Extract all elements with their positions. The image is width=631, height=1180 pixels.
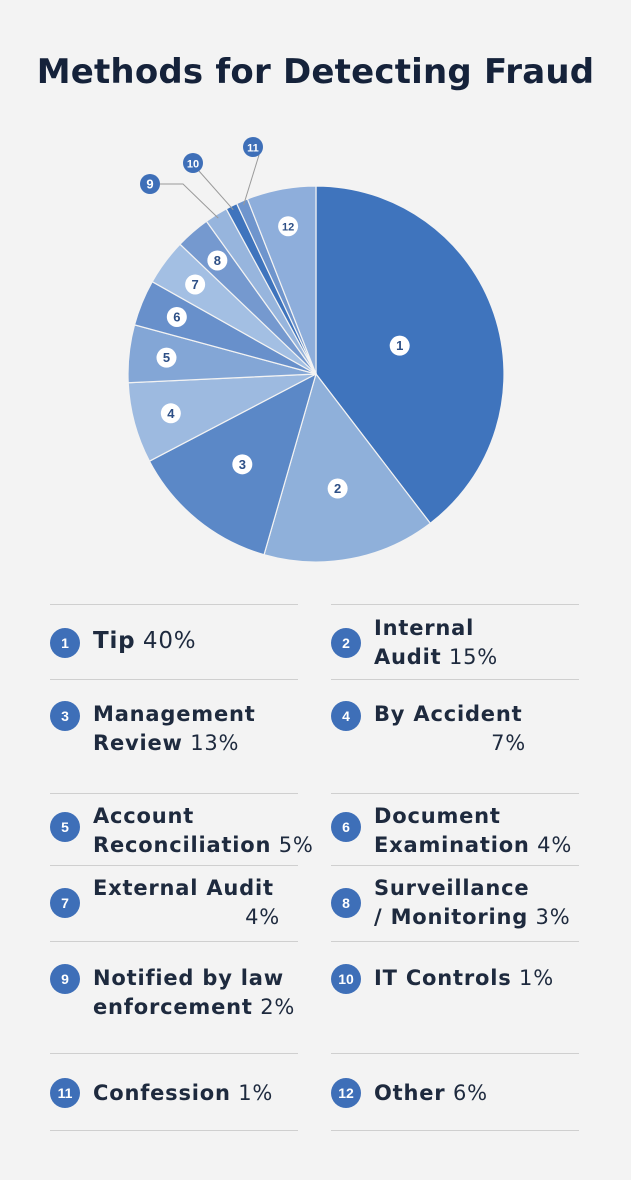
legend-item-by-accident: 4 By Accident 7% bbox=[331, 679, 579, 794]
pie-slice-2 bbox=[263, 372, 432, 563]
chart-title: Methods for Detecting Fraud bbox=[36, 52, 595, 92]
legend-percent: 7% bbox=[491, 731, 526, 755]
slice-label-11: 11 bbox=[247, 143, 259, 155]
slice-marker-3 bbox=[232, 454, 253, 475]
legend-label: Management bbox=[93, 702, 256, 726]
legend-percent: 3% bbox=[535, 905, 571, 929]
legend-item-internal-audit: 2 Internal Audit 15% bbox=[331, 604, 579, 680]
leader-line-9 bbox=[160, 183, 219, 219]
legend-label-line2: Audit bbox=[374, 645, 442, 669]
slice-label-4: 4 bbox=[167, 406, 175, 421]
legend-number-badge: 5 bbox=[50, 812, 80, 842]
slice-marker-9 bbox=[140, 174, 160, 194]
legend-number-badge: 11 bbox=[50, 1078, 80, 1108]
legend-item-document-examination: 6 Document Examination 4% bbox=[331, 793, 579, 866]
legend-item-account-reconciliation: 5 Account Reconciliation 5% bbox=[50, 793, 313, 866]
slice-label-6: 6 bbox=[173, 309, 180, 324]
legend-label: Account bbox=[93, 804, 195, 828]
slice-marker-7 bbox=[185, 274, 206, 295]
legend-item-other: 12 Other 6% bbox=[331, 1053, 579, 1131]
legend-item-tip: 1 Tip 40% bbox=[50, 604, 298, 680]
slice-label-10: 10 bbox=[187, 159, 199, 171]
legend-label: Document bbox=[374, 804, 501, 828]
legend-label: Confession bbox=[93, 1081, 231, 1105]
legend-label: Other bbox=[374, 1081, 446, 1105]
legend-percent: 40% bbox=[142, 628, 197, 654]
leader-lines bbox=[160, 154, 260, 219]
legend-percent: 13% bbox=[190, 731, 240, 755]
legend-item-external-audit: 7 External Audit 4% bbox=[50, 865, 298, 942]
legend-item-management-review: 3 Management Review 13% bbox=[50, 679, 298, 794]
slice-label-12: 12 bbox=[282, 222, 294, 234]
pie-slice-1 bbox=[315, 185, 505, 525]
legend-label: Tip bbox=[93, 628, 136, 654]
slice-marker-12 bbox=[278, 216, 299, 237]
legend-percent: 15% bbox=[448, 645, 499, 669]
legend-label-line2: Review bbox=[93, 731, 183, 755]
legend-label-line2: enforcement bbox=[93, 995, 253, 1019]
legend-label: Surveillance bbox=[374, 876, 530, 900]
legend-label-line2: Reconciliation bbox=[93, 833, 272, 857]
legend-label-line2: Examination bbox=[374, 833, 530, 857]
legend-label-line2: / Monitoring bbox=[374, 905, 529, 929]
legend-percent: 4% bbox=[537, 833, 573, 857]
legend-number-badge: 10 bbox=[331, 964, 361, 994]
leader-line-11 bbox=[243, 154, 260, 205]
legend-percent: 1% bbox=[519, 966, 554, 990]
slice-marker-5 bbox=[156, 347, 177, 368]
slice-marker-4 bbox=[160, 403, 181, 424]
slice-label-2: 2 bbox=[334, 481, 341, 496]
slice-label-7: 7 bbox=[192, 277, 199, 292]
legend-label: Internal bbox=[374, 616, 475, 640]
legend-percent: 5% bbox=[278, 833, 314, 857]
legend-number-badge: 4 bbox=[331, 701, 361, 731]
slice-marker-8 bbox=[207, 250, 228, 271]
legend-item-surveillance-monitoring: 8 Surveillance / Monitoring 3% bbox=[331, 865, 579, 942]
legend-label: Notified by law bbox=[93, 966, 284, 990]
slice-marker-1 bbox=[389, 335, 410, 356]
legend-number-badge: 7 bbox=[50, 888, 80, 918]
slice-label-5: 5 bbox=[163, 350, 170, 365]
slice-marker-10 bbox=[183, 153, 203, 173]
slice-marker-11 bbox=[243, 137, 263, 157]
pie-slice-12 bbox=[246, 185, 317, 375]
legend-number-badge: 8 bbox=[331, 888, 361, 918]
legend-percent: 4% bbox=[245, 905, 280, 929]
legend-item-confession: 11 Confession 1% bbox=[50, 1053, 298, 1131]
legend-number-badge: 12 bbox=[331, 1078, 361, 1108]
legend-label: IT Controls bbox=[374, 966, 512, 990]
legend-percent: 6% bbox=[452, 1081, 488, 1105]
legend-percent: 1% bbox=[238, 1081, 274, 1105]
legend-number-badge: 3 bbox=[50, 701, 80, 731]
slice-label-8: 8 bbox=[214, 253, 221, 268]
legend-number-badge: 9 bbox=[50, 964, 80, 994]
slice-label-3: 3 bbox=[239, 457, 246, 472]
legend-percent: 2% bbox=[260, 995, 296, 1019]
legend-number-badge: 2 bbox=[331, 628, 361, 658]
slice-label-1: 1 bbox=[396, 338, 403, 353]
legend-label: External Audit bbox=[93, 876, 274, 900]
legend-item-it-controls: 10 IT Controls 1% bbox=[331, 941, 579, 1054]
legend-number-badge: 6 bbox=[331, 812, 361, 842]
legend-item-notified-by-law-enforcement: 9 Notified by law enforcement 2% bbox=[50, 941, 298, 1054]
pie-slices bbox=[127, 185, 505, 563]
leader-line-10 bbox=[198, 170, 234, 210]
slice-marker-6 bbox=[166, 306, 187, 327]
slice-label-9: 9 bbox=[146, 177, 153, 192]
legend-number-badge: 1 bbox=[50, 628, 80, 658]
legend-label: By Accident bbox=[374, 702, 523, 726]
slice-marker-2 bbox=[327, 478, 348, 499]
